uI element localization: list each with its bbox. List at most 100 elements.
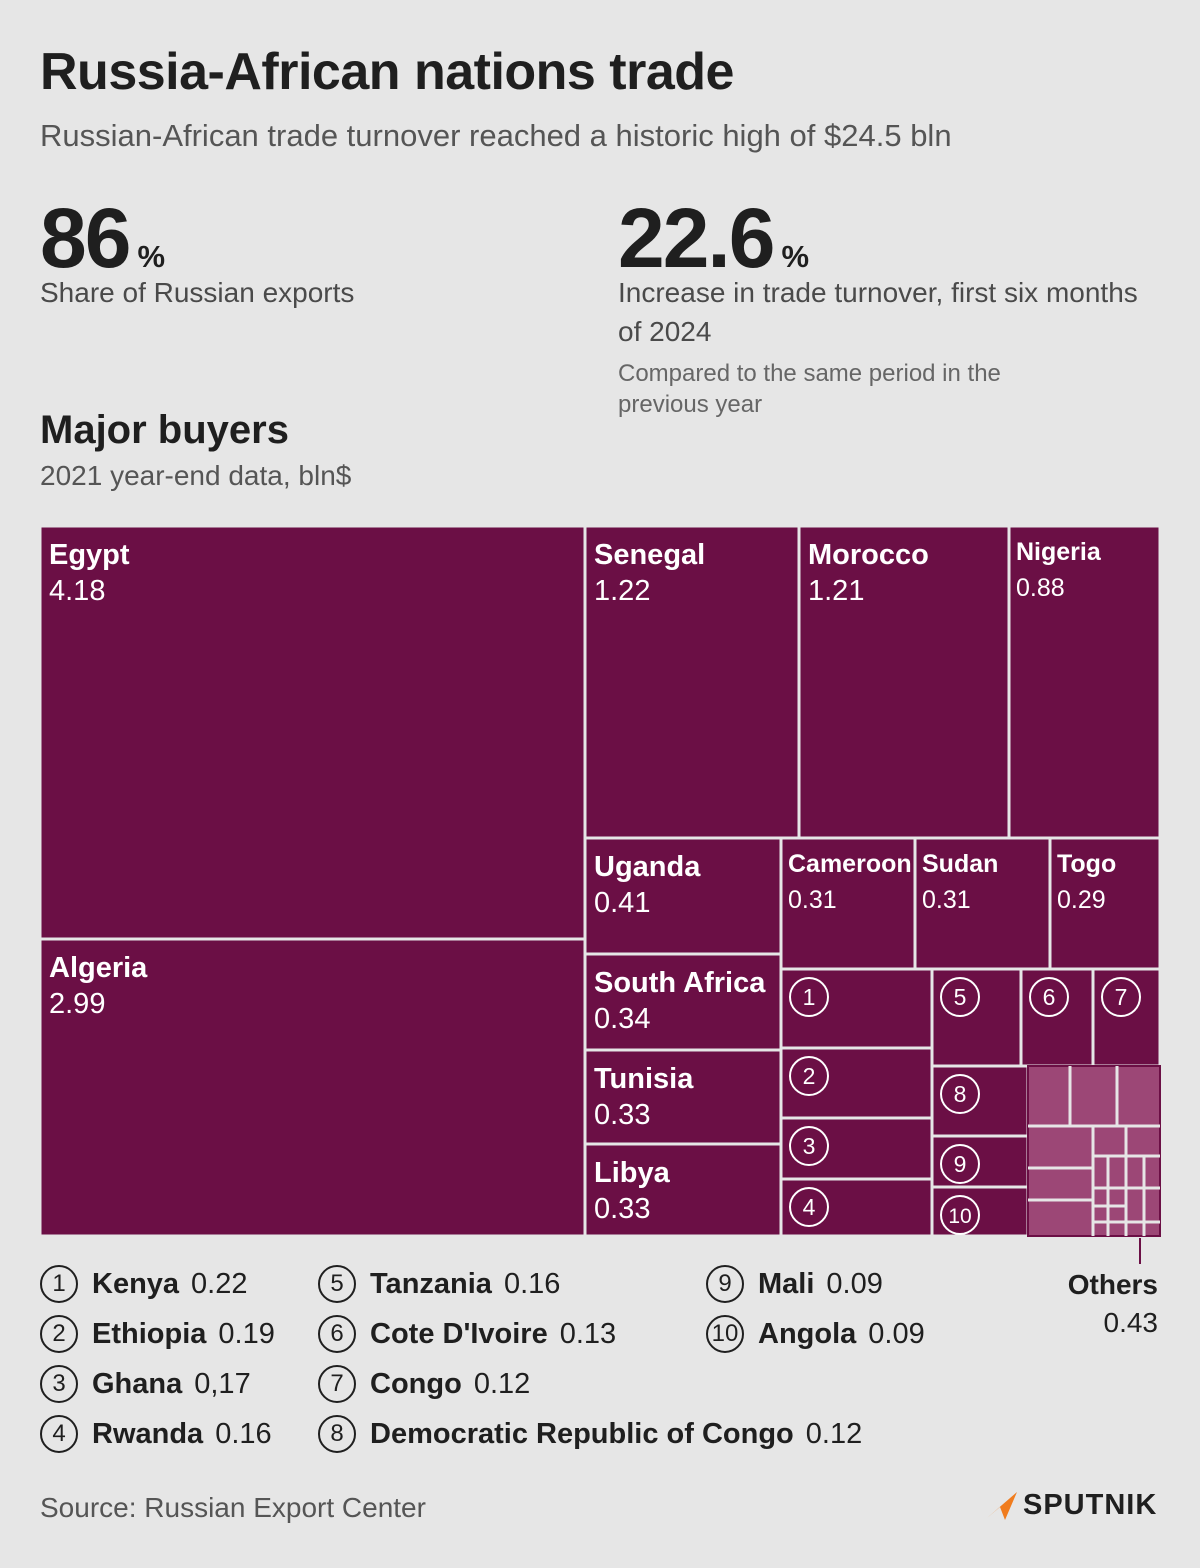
legend-country-value: 0.16 [503,1267,561,1300]
others-name: Others [1067,1269,1158,1300]
others-label: Others 0.43 [1068,1266,1158,1342]
legend-number-badge: 9 [706,1265,744,1303]
treemap-label-morocco: Morocco [808,539,929,571]
treemap-value-senegal: 1.22 [594,575,650,607]
treemap-badge-2: 2 [803,1063,816,1089]
legend-number-badge: 4 [40,1415,78,1453]
legend-country-name: Kenya [92,1267,180,1300]
legend-item-9: 9 Mali 0.09 [706,1265,883,1303]
section-title: Major buyers [40,408,289,452]
legend-country-name: Congo [370,1367,462,1400]
stat-turnover-increase: 22.6% [618,196,809,280]
treemap-tile-ethiopia [779,1046,934,1120]
treemap-label-egypt: Egypt [49,539,130,571]
legend-item-6: 6 Cote D'Ivoire 0.13 [318,1315,616,1353]
brand-logo: SPUTNIK [985,1488,1157,1522]
legend-number-badge: 3 [40,1365,78,1403]
treemap-tile-sudan [913,836,1052,971]
treemap-badge-circle-3 [789,1126,829,1166]
legend-country-value: 0.12 [473,1367,531,1400]
treemap-tile-tunisia [583,1048,783,1146]
treemap-label-tunisia: Tunisia [594,1063,694,1095]
treemap-badge-circle-1 [789,977,829,1017]
treemap-tile-congo [1091,967,1162,1068]
treemap-tile-cameroon [779,836,917,971]
treemap-label-togo: Togo [1057,850,1116,878]
legend-country-name: Tanzania [370,1267,492,1300]
legend-number-badge: 5 [318,1265,356,1303]
treemap-tile-togo [1048,836,1162,971]
others-value: 0.43 [1103,1306,1159,1338]
legend-number-badge: 7 [318,1365,356,1403]
stat-export-share-unit: % [137,239,166,274]
legend-item-1: 1 Kenya 0.22 [40,1265,248,1303]
legend-number-badge: 1 [40,1265,78,1303]
treemap-badge-1: 1 [803,984,816,1010]
treemap-badge-circle-5 [940,977,980,1017]
treemap-tile-libya [583,1142,783,1238]
stat-turnover-increase-note: Compared to the same period in the previ… [618,360,1001,419]
treemap-badge-5: 5 [954,984,967,1010]
legend-item-3: 3 Ghana 0,17 [40,1365,251,1403]
legend-item-2: 2 Ethiopia 0.19 [40,1315,275,1353]
legend-country-name: Ghana [92,1367,183,1400]
treemap-label-nigeria: Nigeria [1016,538,1102,566]
treemap-badge-6: 6 [1043,984,1056,1010]
stat-export-share: 86% [40,196,165,280]
treemap-value-uganda: 0.41 [594,887,650,919]
legend-country-value: 0.09 [826,1267,883,1300]
legend-country-name: Democratic Republic of Congo [370,1417,794,1450]
stat-turnover-increase-label: Increase in trade turnover, first six mo… [618,277,1138,348]
treemap-value-tunisia: 0.33 [594,1099,650,1131]
legend-item-5: 5 Tanzania 0.16 [318,1265,560,1303]
treemap-tile-morocco [797,524,1011,840]
treemap-tile-egypt [38,524,587,941]
treemap-tile-mali [930,1134,1030,1189]
treemap-badge-circle-2 [789,1056,829,1096]
treemap-value-cameroon: 0.31 [788,886,837,914]
treemap-badge-circle-8 [940,1074,980,1114]
legend-item-10: 10 Angola 0.09 [706,1315,925,1353]
treemap-tile-kenya [779,967,934,1050]
treemap-badge-8: 8 [954,1081,967,1107]
legend-country-name: Mali [758,1267,815,1300]
stat-export-share-value: 86 [40,191,131,285]
page-subtitle: Russian-African trade turnover reached a… [40,118,952,153]
treemap-value-south-africa: 0.34 [594,1003,650,1035]
treemap-value-morocco: 1.21 [808,575,864,607]
legend-country-value: 0.09 [868,1317,925,1350]
treemap-badge-circle-4 [789,1187,829,1227]
treemap-label-libya: Libya [594,1157,671,1189]
legend-number-badge: 8 [318,1415,356,1453]
stat-export-share-label: Share of Russian exports [40,277,355,308]
legend-country-value: 0.19 [218,1317,275,1350]
legend-country-value: 0.13 [559,1317,617,1350]
brand-name: SPUTNIK [1023,1488,1158,1521]
page-title: Russia-African nations trade [40,43,734,101]
treemap-badge-4: 4 [803,1194,816,1220]
treemap-label-uganda: Uganda [594,851,701,883]
legend-country-name: Angola [758,1317,857,1350]
legend-number-badge: 2 [40,1315,78,1353]
treemap-badge-3: 3 [803,1133,816,1159]
treemap-value-sudan: 0.31 [922,886,971,914]
legend-number-badge: 10 [706,1315,744,1353]
treemap-label-cameroon: Cameroon [788,850,912,878]
treemap-value-algeria: 2.99 [49,988,105,1020]
sputnik-logo-icon [987,1492,1017,1520]
treemap-tile-senegal [583,524,801,840]
legend-country-value: 0.22 [191,1267,248,1300]
legend-country-name: Cote D'Ivoire [370,1317,548,1350]
treemap-badge-circle-6 [1029,977,1069,1017]
legend-item-7: 7 Congo 0.12 [318,1365,530,1403]
legend-country-value: 0.16 [215,1417,272,1450]
legend-number-badge: 6 [318,1315,356,1353]
treemap-badge-7: 7 [1115,984,1128,1010]
legend-country-name: Ethiopia [92,1317,207,1350]
treemap-badge-circle-7 [1101,977,1141,1017]
treemap-badge-circle-10 [940,1195,980,1235]
legend-item-4: 4 Rwanda 0.16 [40,1415,272,1453]
treemap-badge-circle-9 [940,1144,980,1184]
treemap-label-south-africa: South Africa [594,967,766,999]
